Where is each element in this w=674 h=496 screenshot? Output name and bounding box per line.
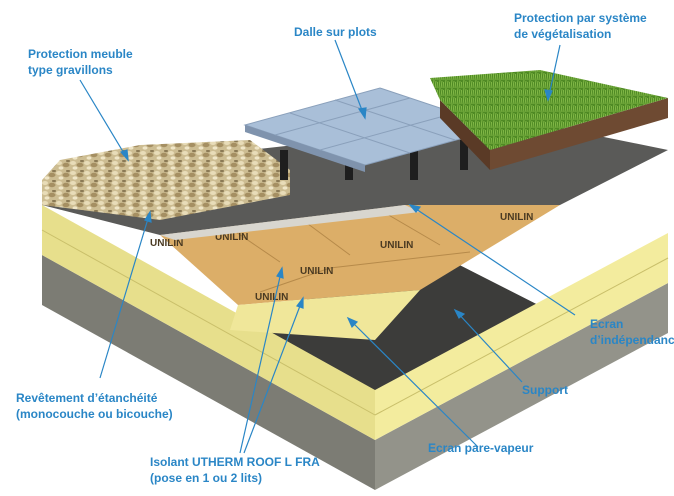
label-line: Revêtement d’étanchéité [16,391,158,405]
label-line: Protection par système [514,11,647,25]
support-front-face [375,283,668,490]
insulation-bed-divider-front [374,257,669,416]
gravel-protection [42,140,290,220]
label-dalle-sur-plots: Dalle sur plots [294,24,377,40]
label-line: Ecran pare-vapeur [428,441,534,455]
label-line: Support [522,383,568,397]
label-line: (pose en 1 ou 2 lits) [150,471,263,485]
unilin-mark: UNILIN [215,232,248,243]
unilin-marks: UNILIN UNILIN UNILIN UNILIN UNILIN UNILI… [150,212,533,303]
label-revetement: Revêtement d’étanchéité (monocouche ou b… [16,390,173,422]
unilin-mark: UNILIN [300,266,333,277]
label-line: (monocouche ou bicouche) [16,407,173,421]
green-roof-soil-left [440,100,490,170]
label-line: Ecran [590,317,624,331]
unilin-mark: UNILIN [150,238,183,249]
label-line: Protection meuble [28,47,133,61]
paving-slabs-edge [245,125,365,172]
unilin-mark: UNILIN [500,212,533,223]
green-roof-soil-front [490,98,668,170]
insulation-board-cut [230,290,420,340]
label-protection-meuble: Protection meuble type gravillons [28,46,133,78]
label-line: d’indépendance [590,333,674,347]
label-support: Support [522,382,568,398]
unilin-mark: UNILIN [255,292,288,303]
label-isolant: Isolant UTHERM ROOF L FRA (pose en 1 ou … [150,454,320,486]
insulation-bed-divider-left [41,229,376,416]
support-left-face [42,255,375,490]
independence-screen-fold [160,205,420,240]
label-line: Isolant UTHERM ROOF L FRA [150,455,320,469]
label-line: de végétalisation [514,27,612,41]
unilin-mark: UNILIN [380,240,413,251]
label-ecran-pare-vapeur: Ecran pare-vapeur [428,440,533,456]
label-line: Dalle sur plots [294,25,377,39]
label-vegetalisation: Protection par système de végétalisation [514,10,647,42]
label-ecran-independance: Ecran d’indépendance [590,316,674,348]
green-roof-grass [430,70,668,150]
label-line: type gravillons [28,63,113,77]
slab-joints [274,97,456,154]
